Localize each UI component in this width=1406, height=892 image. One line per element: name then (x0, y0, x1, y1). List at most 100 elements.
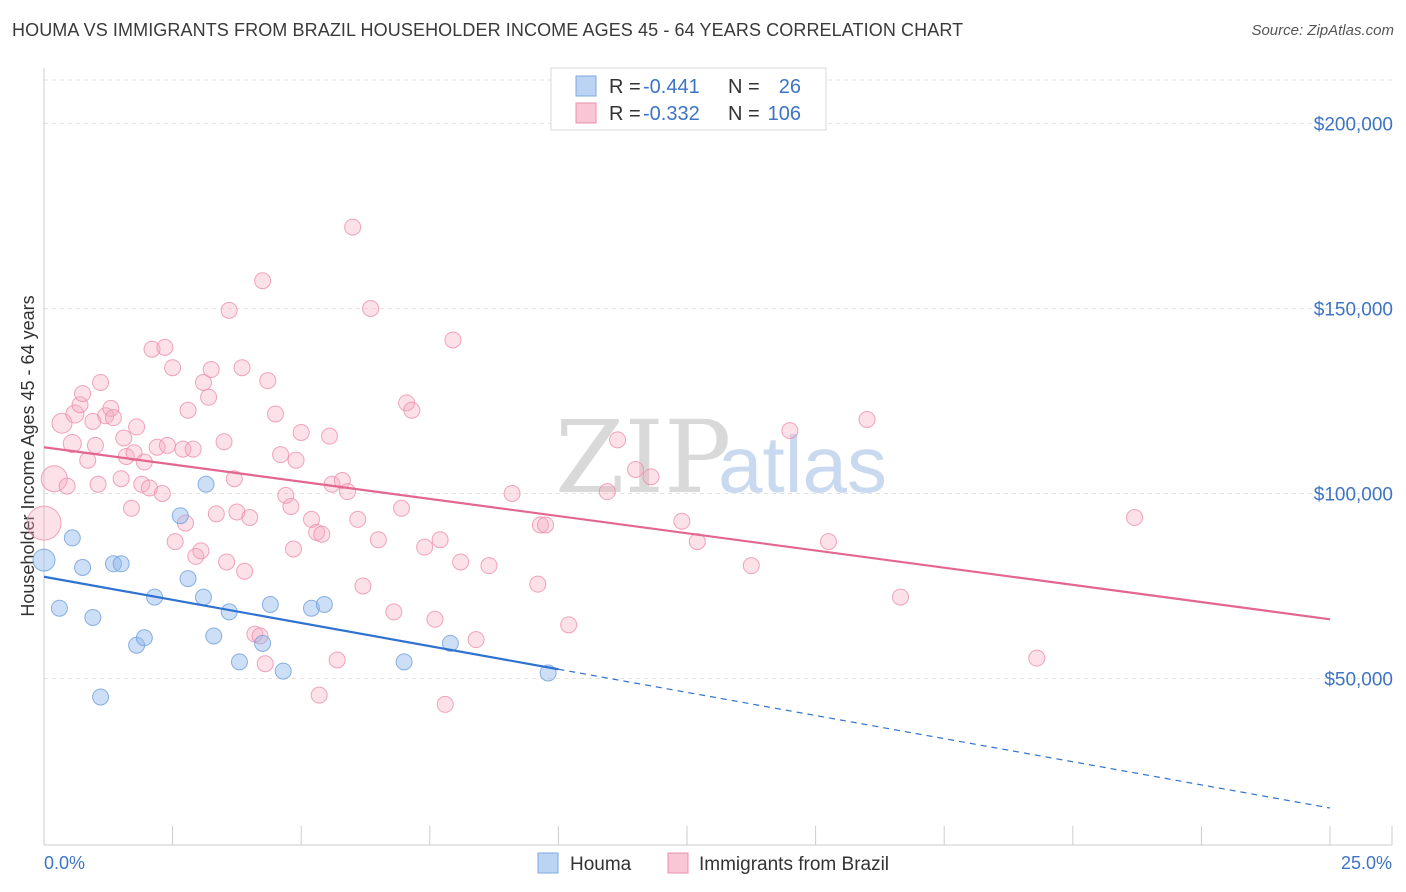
point-brazil (302, 510, 320, 528)
point-brazil (65, 404, 85, 424)
point-brazil (627, 460, 645, 478)
point-brazil (369, 531, 387, 549)
point-brazil (194, 374, 212, 391)
point-brazil (781, 422, 799, 440)
bottom-legend-swatch-houma (537, 852, 559, 874)
point-brazil (200, 388, 218, 406)
point-houma (205, 627, 223, 645)
y-tick-label: $150,000 (1314, 300, 1393, 321)
point-houma (197, 475, 215, 493)
point-brazil (891, 588, 909, 606)
point-brazil (313, 525, 331, 543)
point-houma (135, 629, 153, 647)
point-brazil (436, 695, 454, 713)
point-brazil (344, 218, 362, 236)
point-brazil (184, 440, 202, 458)
legend-brazil-r-label: R = (609, 103, 641, 125)
y-tick-label: $50,000 (1324, 670, 1393, 691)
point-brazil (673, 512, 691, 530)
series-houma (32, 475, 557, 706)
point-houma (84, 608, 102, 626)
point-brazil (156, 338, 174, 356)
point-brazil (158, 436, 176, 454)
point-brazil (40, 465, 68, 493)
point-brazil (560, 616, 578, 634)
point-brazil (426, 610, 444, 628)
point-houma (50, 599, 68, 617)
point-houma (179, 570, 197, 588)
point-brazil (292, 423, 310, 441)
chart-title: HOUMA VS IMMIGRANTS FROM BRAZIL HOUSEHOL… (12, 20, 964, 40)
point-brazil (328, 651, 346, 669)
point-brazil (218, 553, 236, 571)
point-brazil (220, 301, 238, 319)
point-brazil (215, 433, 233, 451)
point-brazil (179, 401, 197, 419)
point-brazil (89, 475, 107, 493)
bottom-legend-houma: Houma (570, 854, 632, 875)
trend-lines (43, 446, 1331, 809)
trend-line-brazil (43, 446, 1331, 621)
point-houma (194, 588, 212, 606)
point-brazil (241, 509, 259, 527)
point-brazil (503, 485, 521, 502)
point-brazil (598, 483, 616, 501)
point-brazil (259, 372, 277, 390)
legend-houma-n-value: 26 (779, 76, 801, 98)
point-houma (112, 555, 130, 573)
point-brazil (236, 562, 254, 580)
point-houma (32, 548, 56, 572)
point-brazil (140, 479, 158, 497)
watermark-atlas: atlas (718, 420, 887, 509)
point-houma (302, 599, 320, 617)
point-houma (261, 596, 279, 613)
point-brazil (148, 438, 166, 456)
point-brazil (128, 418, 146, 436)
point-brazil (104, 409, 122, 427)
point-brazil (354, 577, 372, 595)
point-brazil (26, 505, 62, 541)
point-brazil (225, 470, 243, 488)
point-brazil (256, 655, 274, 673)
point-brazil (282, 497, 300, 515)
point-brazil (166, 533, 184, 551)
point-brazil (287, 451, 305, 469)
legend-houma-r-value: -0.441 (643, 76, 700, 98)
point-brazil (272, 446, 290, 464)
x-axis-ticks (43, 826, 1393, 845)
point-houma (274, 662, 292, 680)
point-brazil (153, 485, 171, 502)
point-brazil (228, 503, 246, 521)
source-label: Source: ZipAtlas.com (1251, 22, 1394, 39)
bottom-legend-swatch-brazil (667, 852, 689, 874)
point-brazil (609, 431, 627, 449)
y-axis-tick-labels: $200,000 $150,000 $100,000 $50,000 (1314, 115, 1393, 691)
point-brazil (71, 396, 89, 414)
point-brazil (403, 401, 421, 419)
point-brazil (393, 499, 411, 517)
point-houma (171, 507, 189, 525)
point-brazil (537, 516, 555, 534)
point-brazil (143, 340, 161, 358)
point-houma (254, 634, 272, 652)
point-brazil (58, 477, 76, 495)
point-brazil (385, 603, 403, 621)
point-brazil (467, 631, 485, 649)
legend-houma-n-label: N = (728, 76, 760, 98)
point-brazil (233, 359, 251, 377)
stats-legend: R = -0.441 N = 26 R = -0.332 N = 106 (550, 67, 827, 131)
point-brazil (642, 468, 660, 486)
point-brazil (431, 531, 449, 549)
point-brazil (133, 475, 151, 493)
legend-brazil-r-value: -0.332 (643, 103, 700, 125)
point-brazil (86, 436, 104, 454)
point-houma (74, 559, 92, 576)
point-brazil (284, 540, 302, 558)
point-brazil (444, 331, 462, 349)
point-brazil (122, 499, 140, 517)
legend-swatch-houma (575, 75, 597, 97)
point-brazil (1126, 509, 1144, 527)
point-brazil (333, 472, 351, 490)
point-brazil (349, 510, 367, 528)
point-houma (230, 653, 248, 671)
